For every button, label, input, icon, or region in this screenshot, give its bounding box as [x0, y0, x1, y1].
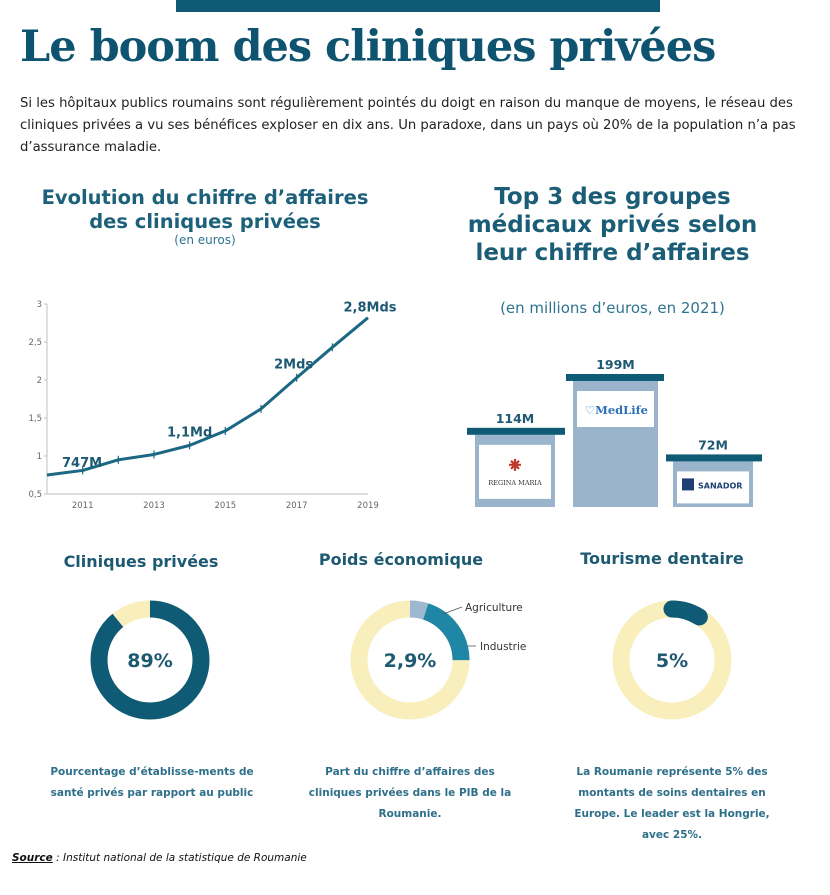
donut-caption-tourisme: La Roumanie représente 5% des montants d…	[574, 766, 770, 841]
regina-maria-logo-icon	[509, 458, 521, 471]
y-tick-label: 0,5	[28, 490, 42, 500]
donut-tourisme: 5%	[612, 600, 732, 720]
sanador-logo-icon	[682, 478, 694, 491]
x-tick-label: 2011	[72, 501, 94, 511]
line-chart: 0,5 1 1,5 2 2,5 3 2011 2013 2015 2017 2019 747M 1,1M…	[28, 300, 396, 511]
donut-slice	[612, 600, 732, 720]
page-title: Le boom des cliniques privées	[20, 22, 716, 72]
bar-category-label: SANADOR	[698, 481, 742, 490]
donut-caption-cliniques: Pourcentage d’établisse-ments de santé p…	[50, 766, 254, 799]
bar-chart: 114M REGINA MARIA 199M ♡ MedLife 72M SANADOR	[467, 357, 762, 507]
donut-title-tourisme: Tourisme dentaire	[580, 549, 744, 568]
donut-center-label: 5%	[656, 650, 688, 672]
top-accent-bar	[176, 0, 660, 12]
bar-chart-title: Top 3 des groupes médicaux privés selon …	[467, 184, 758, 266]
y-tick-label: 1	[37, 452, 42, 462]
callout-line	[442, 606, 463, 615]
donut-slice	[350, 600, 470, 720]
donut-caption-poids: Part du chiffre d’affaires des cliniques…	[308, 766, 512, 820]
source-note: Source : Institut national de la statist…	[12, 852, 307, 864]
series-line	[46, 316, 369, 477]
medlife-heart-icon: ♡	[585, 404, 595, 417]
donut-center-label: 2,9%	[384, 650, 437, 672]
bar-cap	[467, 427, 565, 435]
donut-slice	[350, 600, 470, 720]
y-tick-label: 2	[37, 376, 42, 386]
bar-category-label: MedLife	[595, 403, 648, 417]
source-label: Source	[12, 852, 53, 864]
y-tick-label: 3	[37, 300, 42, 310]
donut-center-label: 89%	[127, 650, 172, 672]
slice-label-industrie: Industrie	[480, 641, 526, 653]
bar-value-label: 114M	[496, 411, 535, 426]
logo-bg	[479, 444, 551, 499]
donut-cliniques: 89%	[90, 600, 210, 720]
line-chart-subtitle: (en euros)	[174, 233, 236, 247]
y-tick-label: 1,5	[28, 414, 42, 424]
data-label: 747M	[62, 456, 102, 471]
donut-title-cliniques: Cliniques privées	[63, 552, 219, 571]
bar-cap	[566, 374, 664, 381]
y-tick-label: 2,5	[28, 338, 42, 348]
logo-bg	[577, 391, 654, 427]
donut-title-poids: Poids économique	[318, 550, 484, 569]
line-chart-title: Evolution du chiffre d’affaires des clin…	[41, 186, 369, 233]
donut-slice	[90, 600, 210, 720]
bar-chart-subtitle: (en millions d’euros, en 2021)	[500, 299, 725, 317]
data-label: 2,8Mds	[343, 301, 396, 316]
data-label: 1,1Md	[167, 425, 212, 440]
x-tick-label: 2013	[143, 501, 165, 511]
data-label: 2Mds	[274, 358, 313, 373]
bar-value-label: 72M	[698, 437, 728, 452]
intro-paragraph: Si les hôpitaux publics roumains sont ré…	[20, 96, 796, 155]
donut-poids: 2,9% Agriculture Industrie	[350, 600, 526, 720]
source-text: : Institut national de la statistique de…	[52, 852, 307, 864]
slice-label-agriculture: Agriculture	[465, 602, 523, 614]
x-tick-label: 2017	[286, 501, 308, 511]
x-tick-label: 2015	[215, 501, 237, 511]
bar-value-label: 199M	[596, 357, 635, 372]
bar-category-label: REGINA MARIA	[488, 479, 542, 487]
bar-cap	[666, 454, 762, 462]
x-tick-label: 2019	[357, 501, 379, 511]
